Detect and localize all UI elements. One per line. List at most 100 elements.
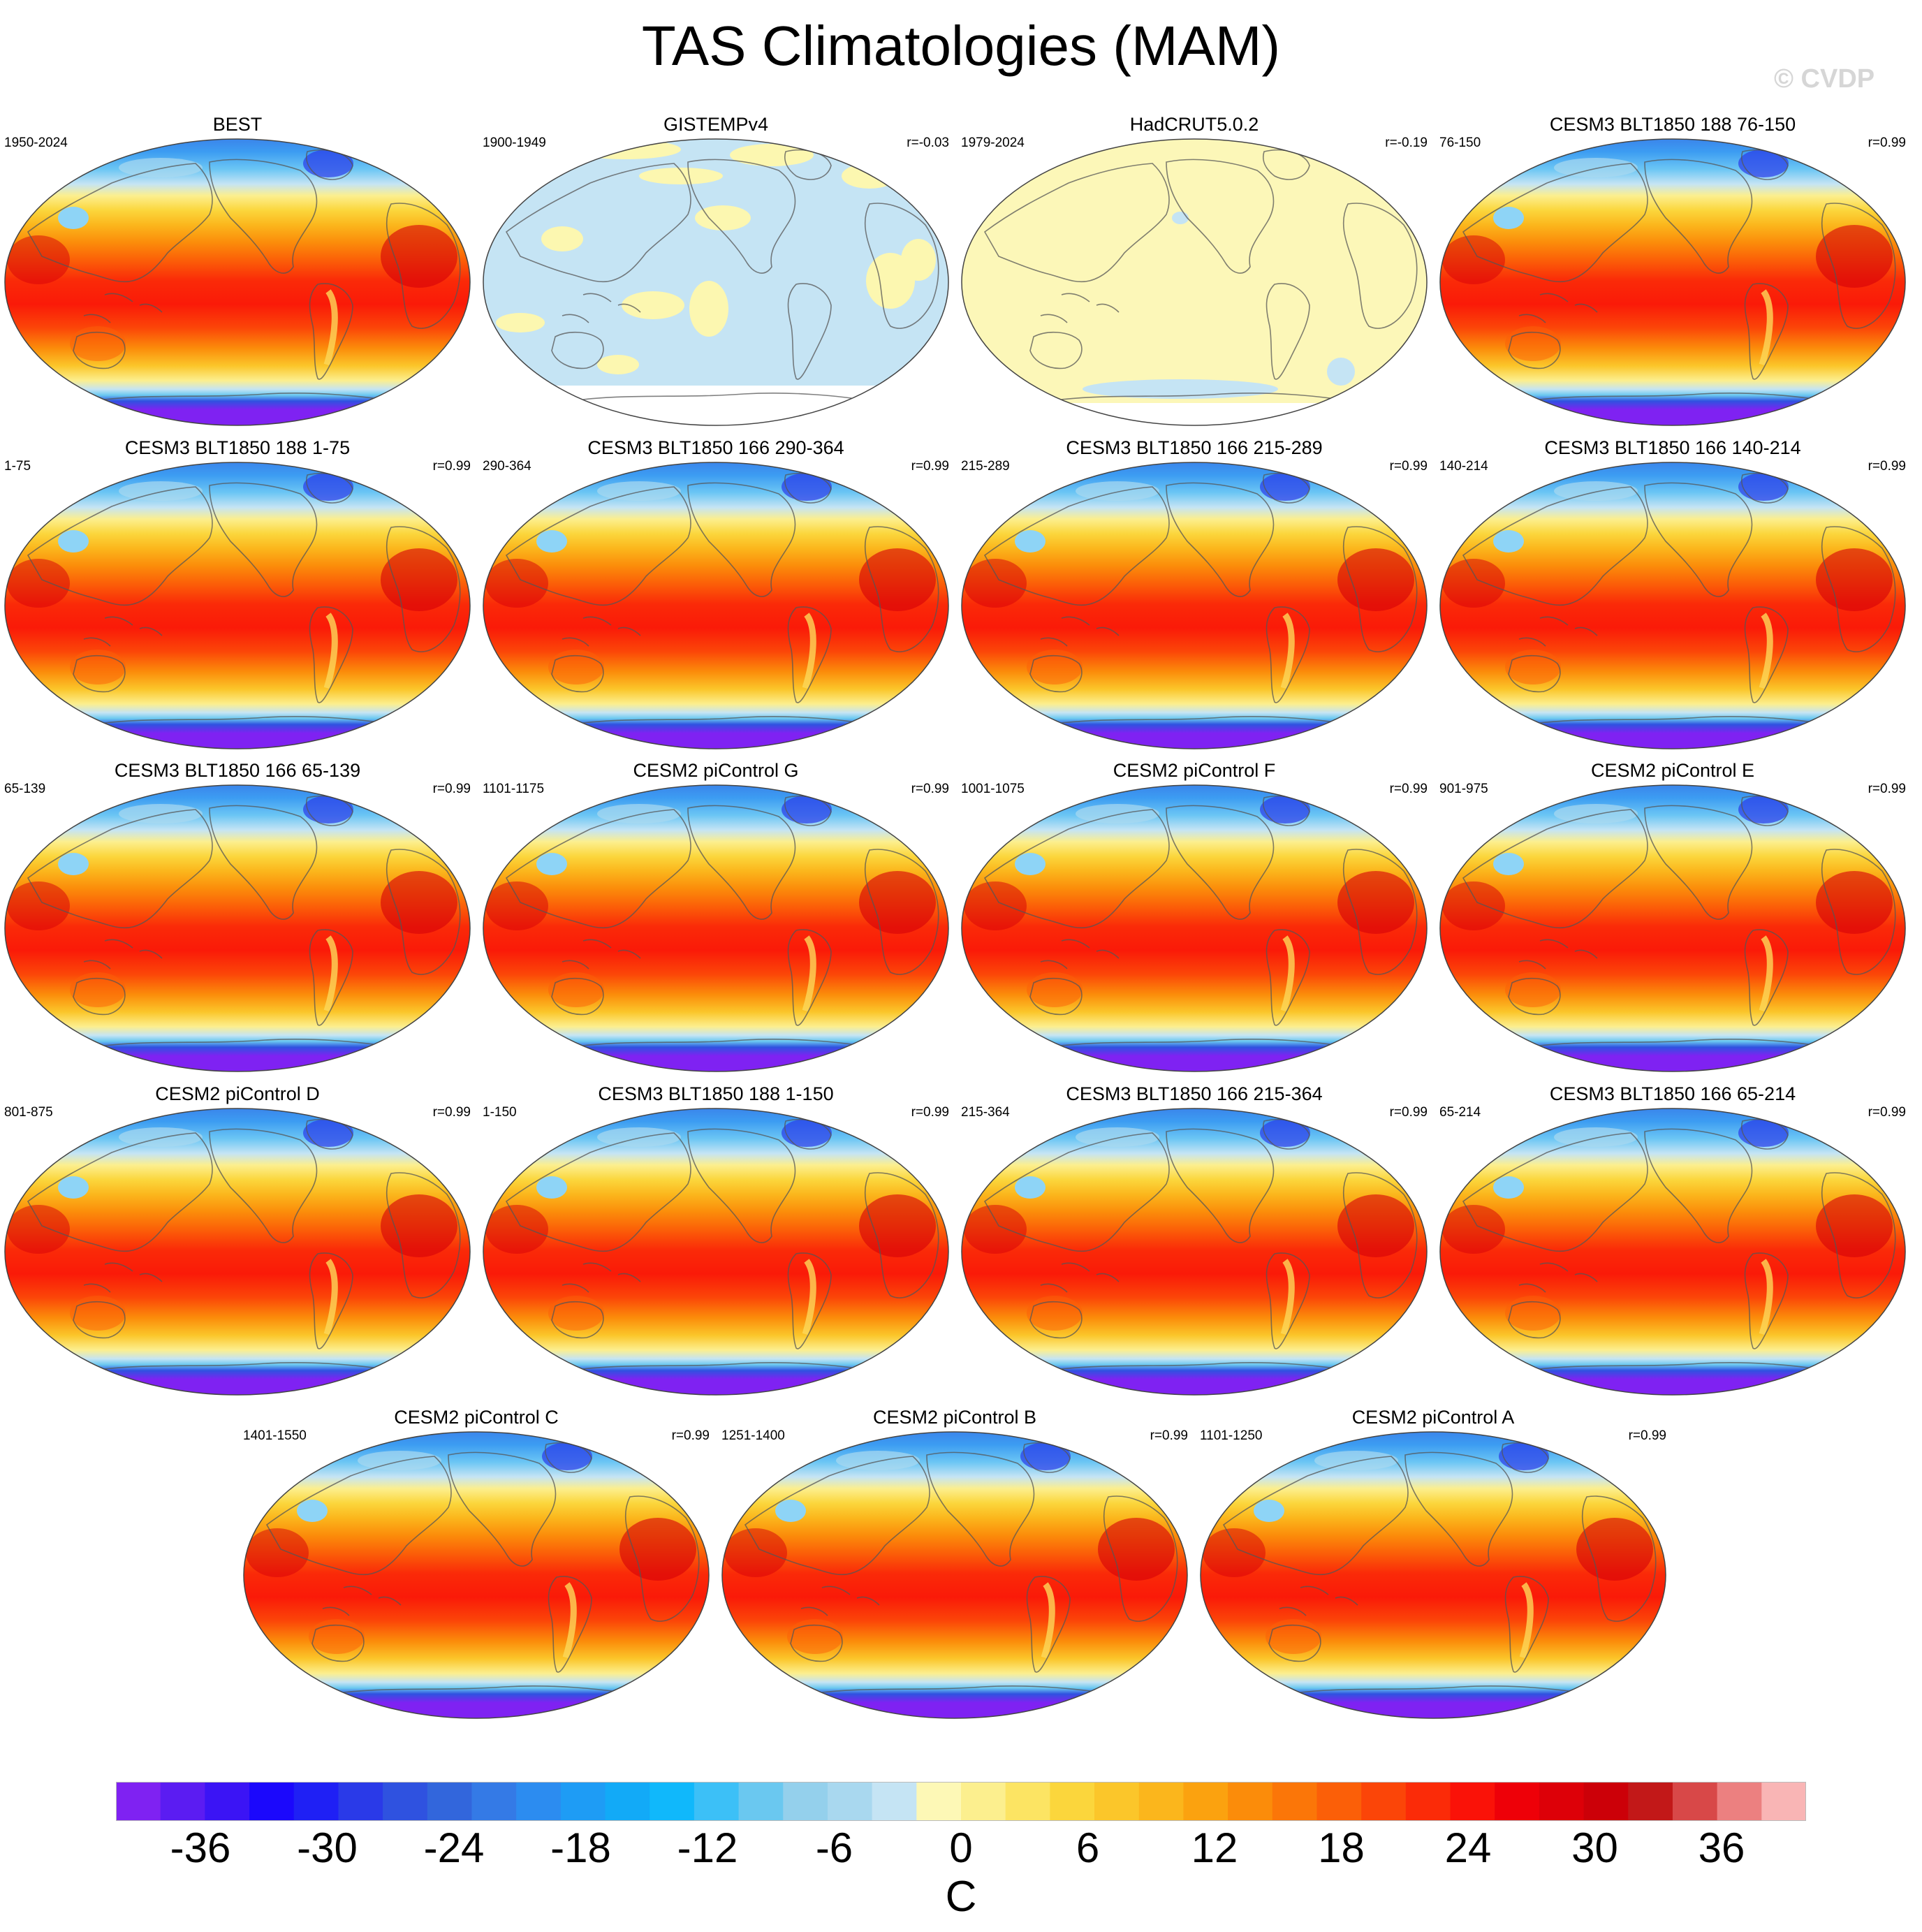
panel-title: CESM2 piControl B xyxy=(872,1407,1037,1428)
colorbar-tick-label: -36 xyxy=(170,1824,231,1871)
map-border xyxy=(483,138,949,426)
coastline-north-america xyxy=(687,159,796,274)
colorbar-segment xyxy=(471,1782,517,1821)
andes-cool-strip xyxy=(1759,613,1773,689)
warm-patch-australia xyxy=(70,326,126,361)
world-map xyxy=(483,784,949,1072)
hot-patch-africa xyxy=(381,548,457,611)
cold-patch-siberia xyxy=(1554,481,1638,501)
colorbar-segment xyxy=(827,1782,873,1821)
colorbar-segment xyxy=(249,1782,295,1821)
map-panel: CESM3 BLT1850 166 65-139 65-139 r=0.99 xyxy=(0,759,475,1074)
coastline-south-america xyxy=(1266,929,1310,1026)
world-map xyxy=(1439,138,1906,426)
hot-patch-africa xyxy=(859,548,936,611)
panel-correlation: r=-0.03 xyxy=(907,136,949,150)
panel-correlation: r=0.99 xyxy=(1628,1428,1666,1443)
colorbar-segment xyxy=(1583,1782,1629,1821)
andes-cool-strip xyxy=(323,935,338,1012)
coastline-eurasia xyxy=(744,1456,930,1576)
panel-title: CESM3 BLT1850 188 1-150 xyxy=(598,1083,834,1104)
colorbar-segment xyxy=(1495,1782,1540,1821)
map-panel: GISTEMPv4 1900-1949 r=-0.03 xyxy=(478,113,953,427)
coastline-south-america xyxy=(1744,1252,1789,1349)
colorbar-segment xyxy=(516,1782,562,1821)
coastline-eurasia xyxy=(505,163,691,283)
coastline-australia xyxy=(551,977,604,1016)
map-border xyxy=(961,462,1428,749)
cold-patch-siberia xyxy=(1314,1451,1398,1470)
colorbar-segment xyxy=(1717,1782,1762,1821)
coastline-south-america xyxy=(1744,606,1789,703)
cold-patch-siberia xyxy=(358,1451,441,1470)
panel-years: 1-75 xyxy=(4,459,31,474)
coastline-africa xyxy=(386,849,461,975)
hot-patch-india xyxy=(964,559,1027,608)
map-panel: BEST 1950-2024 xyxy=(0,113,475,427)
coastline-australia xyxy=(1508,654,1561,693)
andes-cool-strip xyxy=(323,289,338,366)
temperature-gradient xyxy=(5,1108,470,1395)
panel-years: 290-364 xyxy=(483,459,531,474)
cold-patch-tibet xyxy=(1493,530,1524,552)
warm-patch-australia xyxy=(70,972,126,1007)
world-map xyxy=(961,1108,1428,1396)
warm-patch-australia xyxy=(1505,1296,1561,1331)
world-map xyxy=(483,138,949,426)
hot-patch-africa xyxy=(1816,548,1893,611)
cold-patch-greenland xyxy=(303,149,353,177)
andes-cool-strip xyxy=(1280,613,1295,689)
cold-patch-greenland xyxy=(1738,1119,1789,1147)
coastline-africa xyxy=(864,1172,939,1298)
colorbar-segment xyxy=(650,1782,695,1821)
andes-cool-strip xyxy=(1519,1582,1534,1659)
panel-title: HadCRUT5.0.2 xyxy=(1129,114,1259,135)
colorbar-tick-label: 30 xyxy=(1571,1824,1618,1871)
hot-patch-africa xyxy=(1337,548,1414,611)
warm-patch-australia xyxy=(1505,972,1561,1007)
hot-patch-india xyxy=(724,1528,787,1577)
warm-patch-australia xyxy=(1505,650,1561,685)
cold-patch-siberia xyxy=(1554,158,1638,177)
coastline-antarctica xyxy=(1061,393,1349,402)
coastline-australia xyxy=(790,1624,843,1662)
warm-patch-australia xyxy=(309,1619,365,1654)
world-map xyxy=(243,1431,710,1719)
hot-patch-africa xyxy=(859,1194,936,1257)
coastline-africa xyxy=(1103,1495,1178,1622)
panel-years: 1950-2024 xyxy=(4,136,68,150)
coastline-australia xyxy=(1029,331,1083,369)
andes-cool-strip xyxy=(1759,1259,1773,1335)
map-panel: CESM3 BLT1850 166 290-364 290-364 r=0.99 xyxy=(478,437,953,751)
near-zero-patch xyxy=(496,313,545,332)
map-border xyxy=(4,1108,471,1396)
panel-title: CESM2 piControl E xyxy=(1590,760,1755,781)
map-panel: CESM3 BLT1850 188 76-150 76-150 r=0.99 xyxy=(1435,113,1910,427)
coastline-antarctica xyxy=(1539,393,1827,402)
map-panel: CESM2 piControl E 901-975 r=0.99 xyxy=(1435,759,1910,1074)
andes-cool-strip xyxy=(562,1582,577,1659)
map-border xyxy=(4,784,471,1072)
hot-patch-india xyxy=(7,1205,70,1254)
warm-patch-australia xyxy=(1027,1296,1083,1331)
hot-patch-africa xyxy=(381,871,457,934)
map-border xyxy=(1200,1431,1666,1719)
coastline-islands xyxy=(562,293,641,323)
coastline-africa xyxy=(1581,1495,1657,1622)
cold-patch-greenland xyxy=(782,1119,832,1147)
panel-correlation: r=0.99 xyxy=(1150,1428,1188,1443)
coastline-south-america xyxy=(787,1252,832,1349)
panel-title: CESM2 piControl G xyxy=(633,760,799,781)
colorbar-tick-label: 12 xyxy=(1191,1824,1238,1871)
coastline-antarctica xyxy=(582,1039,870,1048)
colorbar-segment xyxy=(1138,1782,1184,1821)
coastline-islands xyxy=(83,1262,163,1293)
temperature-field xyxy=(1440,139,1905,425)
colorbar-segment xyxy=(1405,1782,1451,1821)
hot-patch-africa xyxy=(619,1518,696,1581)
coastline-africa xyxy=(1342,849,1418,975)
colorbar-segment xyxy=(1005,1782,1050,1821)
cold-patch-greenland xyxy=(303,1119,353,1147)
colorbar-segment xyxy=(1183,1782,1228,1821)
map-border xyxy=(961,138,1428,426)
